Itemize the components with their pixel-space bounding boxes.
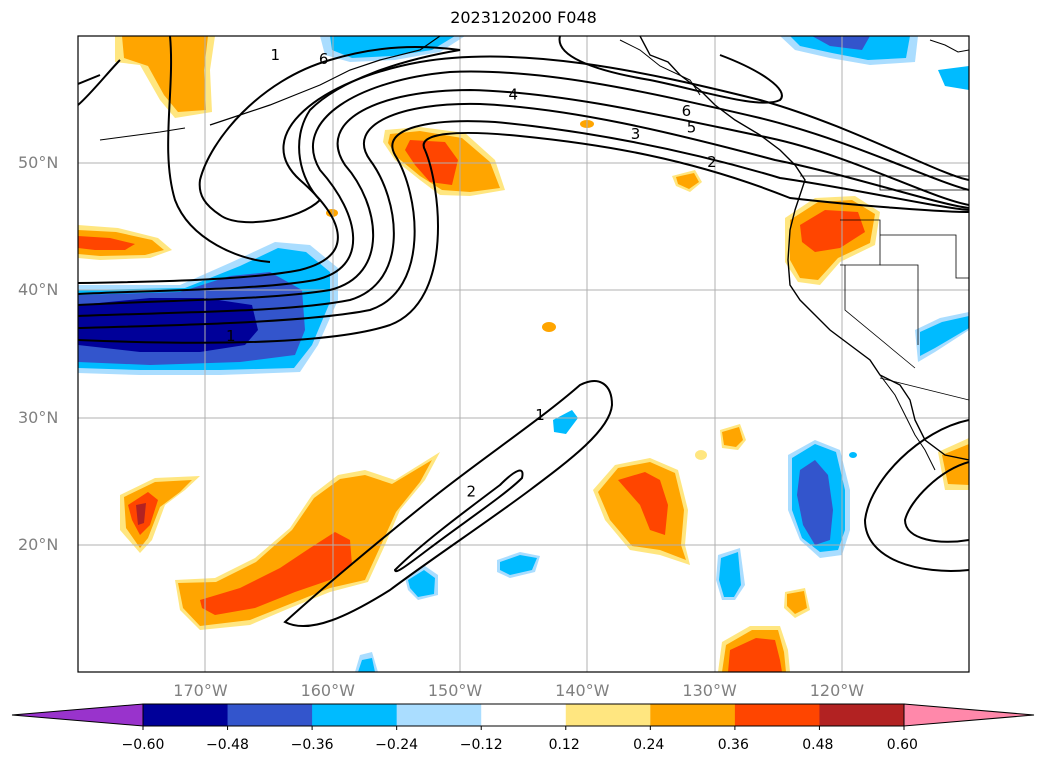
- colorbar-label: 0.60: [886, 737, 918, 753]
- contour-line: [167, 36, 271, 263]
- colorbar-segment: [565, 704, 651, 726]
- colorbar-segment: [396, 704, 482, 726]
- colorbar-segment: [819, 704, 905, 726]
- longitude-label: 170°W: [173, 681, 228, 700]
- contour-label: 2: [467, 482, 477, 500]
- colorbar-segment: [227, 704, 313, 726]
- colorbar-label: −0.12: [459, 737, 503, 753]
- contour-line: [78, 120, 969, 329]
- contour-line: [198, 46, 461, 224]
- north-america-coastline: [639, 36, 969, 461]
- colorbar-frame: [142, 703, 905, 727]
- contour-label: 5: [687, 119, 697, 137]
- map-frame: [77, 35, 970, 673]
- colorbar-extend-low: [11, 703, 144, 727]
- map-title: 2023120200 F048: [450, 8, 597, 27]
- contour-line: [283, 380, 614, 627]
- contour-line: [78, 59, 121, 106]
- colorbar-segment: [734, 704, 820, 726]
- contour-label: 6: [319, 50, 329, 68]
- colorbar-extend-high: [903, 703, 1035, 727]
- contour-label: 1: [271, 46, 281, 64]
- colorbar-label: 0.12: [548, 737, 580, 753]
- latitude-label: 50°N: [18, 153, 59, 173]
- contour-label: 1: [535, 406, 545, 424]
- latitude-label: 40°N: [18, 280, 59, 300]
- colorbar-segment: [650, 704, 736, 726]
- colorbar-label: 0.48: [802, 737, 834, 753]
- colorbar-label: 0.24: [633, 737, 665, 753]
- contour-label: 6: [682, 102, 692, 120]
- colorbar-label: 0.36: [717, 737, 749, 753]
- contour-line: [393, 469, 524, 573]
- contour-line: [78, 70, 969, 295]
- shaded-field: [78, 36, 969, 672]
- longitude-label: 140°W: [555, 681, 610, 700]
- colorbar-label: −0.60: [121, 737, 165, 753]
- contour-line: [78, 131, 969, 344]
- latitude-label: 30°N: [18, 407, 59, 427]
- latitude-label: 20°N: [18, 534, 59, 554]
- aleutian-islands: [99, 127, 186, 141]
- longitude-label: 120°W: [809, 681, 865, 700]
- contour-lines: [78, 36, 969, 627]
- alaska-coastline: [209, 36, 441, 126]
- colorbar-segment: [481, 704, 567, 726]
- colorbar-label: −0.36: [290, 737, 334, 753]
- baja-california-coastline: [879, 374, 936, 471]
- contour-line: [558, 36, 783, 104]
- colorbar-label: −0.24: [375, 737, 419, 753]
- longitude-label: 130°W: [682, 681, 737, 700]
- contour-line: [863, 419, 969, 572]
- contour-line: [903, 461, 969, 543]
- longitude-label: 160°W: [300, 681, 355, 700]
- contour-label: 4: [509, 86, 519, 104]
- colorbar-segment: [312, 704, 398, 726]
- longitude-label: 150°W: [427, 681, 483, 700]
- contour-label: 1: [226, 327, 236, 345]
- colorbar-segment: [143, 704, 229, 726]
- colorbar-label: −0.48: [206, 737, 249, 753]
- contour-label: 2: [707, 153, 717, 171]
- contour-line: [78, 88, 969, 306]
- colorbar: [11, 703, 1035, 730]
- contour-label: 3: [631, 125, 641, 143]
- contour-line: [78, 102, 969, 317]
- coastlines: [99, 36, 969, 471]
